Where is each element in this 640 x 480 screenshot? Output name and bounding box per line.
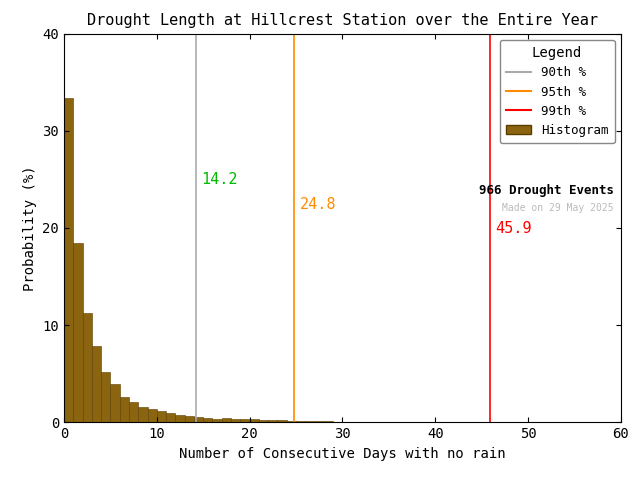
Bar — [101, 372, 111, 422]
Bar — [138, 407, 148, 422]
Bar — [333, 421, 342, 422]
Bar — [175, 415, 184, 422]
Bar — [64, 98, 73, 422]
95th % — [291, 410, 298, 416]
Bar — [241, 420, 250, 422]
90th % — [192, 410, 200, 416]
Text: 45.9: 45.9 — [495, 221, 532, 236]
Bar — [129, 402, 138, 422]
Bar — [184, 416, 194, 422]
Bar — [296, 421, 305, 422]
Bar — [212, 419, 222, 422]
Text: 966 Drought Events: 966 Drought Events — [479, 183, 614, 197]
Text: 24.8: 24.8 — [300, 196, 336, 212]
Bar — [92, 346, 101, 422]
Bar — [268, 420, 277, 422]
Bar — [166, 413, 175, 422]
Bar — [194, 417, 204, 422]
99th % — [486, 410, 494, 416]
Bar — [324, 421, 333, 422]
Bar — [287, 421, 296, 422]
Bar — [157, 411, 166, 422]
Bar — [278, 420, 287, 422]
99th % — [486, 420, 494, 425]
Bar — [314, 421, 324, 422]
Bar — [73, 242, 83, 422]
Bar — [147, 409, 157, 422]
Bar — [120, 397, 129, 422]
X-axis label: Number of Consecutive Days with no rain: Number of Consecutive Days with no rain — [179, 447, 506, 461]
Legend: 90th %, 95th %, 99th %, Histogram: 90th %, 95th %, 99th %, Histogram — [500, 40, 614, 144]
Y-axis label: Probability (%): Probability (%) — [23, 165, 37, 291]
Bar — [250, 420, 259, 422]
Bar — [83, 312, 92, 422]
Bar — [222, 418, 231, 422]
90th % — [192, 420, 200, 425]
Bar — [204, 418, 212, 422]
Bar — [231, 419, 241, 422]
Text: 14.2: 14.2 — [202, 172, 238, 187]
Bar — [111, 384, 120, 422]
Text: Made on 29 May 2025: Made on 29 May 2025 — [502, 203, 614, 213]
95th % — [291, 420, 298, 425]
Bar — [259, 420, 268, 422]
Bar — [305, 421, 314, 422]
Title: Drought Length at Hillcrest Station over the Entire Year: Drought Length at Hillcrest Station over… — [87, 13, 598, 28]
